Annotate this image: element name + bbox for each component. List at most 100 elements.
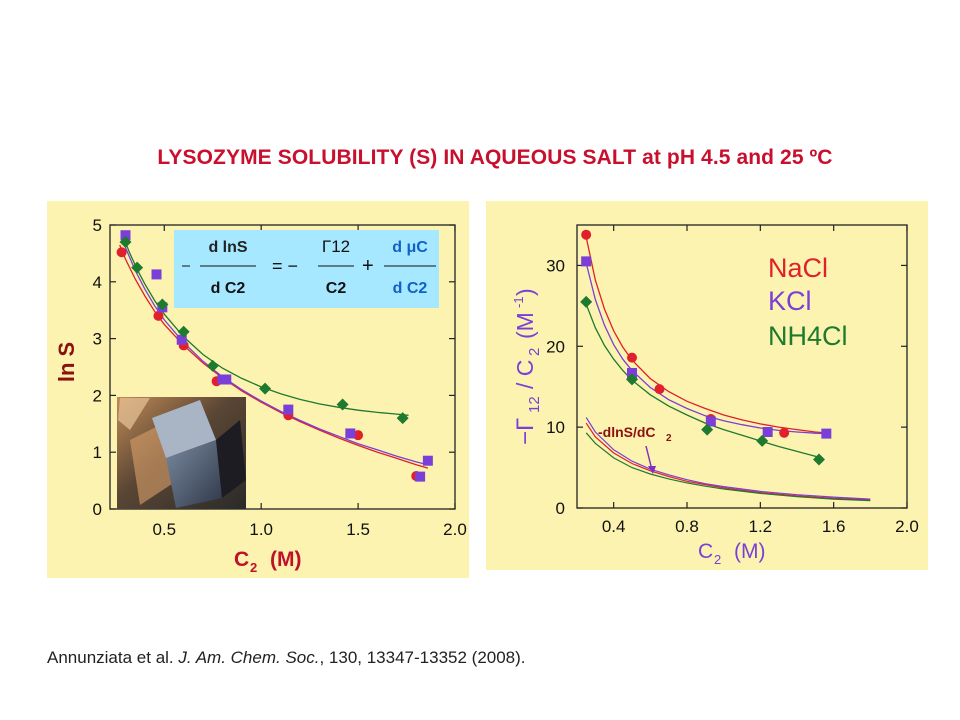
data-point-nacl <box>581 229 592 240</box>
right-y-axis-label: −Γ 12 / C 2 (M -1 ) <box>511 288 543 445</box>
data-point-nacl <box>116 247 127 258</box>
left-x-label-unit: (M) <box>270 548 301 571</box>
eq-rhs-denominator: d C2 <box>393 280 428 297</box>
right-x-axis-label: C 2 (M) <box>698 540 765 567</box>
eq-equals-minus: = − <box>272 256 298 276</box>
data-point-nh4cl <box>701 423 714 436</box>
eq-rhs-numerator: d μC <box>392 239 428 256</box>
y-tick-label: 0 <box>93 500 102 519</box>
x-tick-label: 1.5 <box>346 520 370 539</box>
y-tick-label: 20 <box>546 337 565 356</box>
y-tick-label: 3 <box>93 330 102 349</box>
right-x-label-subscript: 2 <box>714 552 721 567</box>
x-tick-label: 2.0 <box>443 520 467 539</box>
annotation-label-main: -dlnS/dC <box>598 424 656 440</box>
data-point-nh4cl <box>177 325 190 338</box>
right-y-label-over-c: / C <box>512 360 538 389</box>
data-point-nh4cl <box>580 295 593 308</box>
data-point-nh4cl <box>206 359 219 372</box>
data-point-nh4cl <box>756 434 769 447</box>
data-point-nh4cl <box>259 382 272 395</box>
right-axis-ticks: 0.4 0.8 1.2 1.6 2.0 0 10 20 30 <box>546 225 919 536</box>
right-x-label-c: C <box>698 540 713 563</box>
data-point-kcl <box>120 230 131 241</box>
fit-curve-kcl <box>120 233 429 466</box>
legend-kcl: KCl <box>768 286 812 316</box>
left-fit-curves <box>119 233 429 469</box>
right-y-label-subscript-12: 12 <box>526 396 543 413</box>
eq-mid-denominator: C2 <box>326 280 347 297</box>
left-y-axis-label: ln S <box>54 342 79 382</box>
data-point-nacl <box>153 310 164 321</box>
data-point-nh4cl <box>119 236 132 249</box>
right-y-label-exponent: -1 <box>511 296 526 308</box>
annotation-arrowhead <box>648 466 656 474</box>
legend-nh4cl: NH4Cl <box>768 321 848 351</box>
data-point-nh4cl <box>156 298 169 311</box>
right-derivative-curves <box>585 417 871 502</box>
crystal-photo-inset <box>117 397 246 509</box>
data-point-nh4cl <box>396 412 409 425</box>
right-plot-frame <box>576 224 908 509</box>
derivative-annotation: -dlnS/dC 2 <box>598 424 672 474</box>
chart-title: LYSOZYME SOLUBILITY (S) IN AQUEOUS SALT … <box>157 146 833 169</box>
crystal-highlight <box>118 398 150 430</box>
y-tick-label: 2 <box>93 386 102 405</box>
x-tick-label: 1.6 <box>822 517 846 536</box>
x-tick-label: 1.0 <box>249 520 273 539</box>
x-tick-label: 1.2 <box>749 517 773 536</box>
right-y-label-close: ) <box>512 288 538 296</box>
eq-plus: + <box>362 255 374 277</box>
data-point-kcl <box>627 367 637 378</box>
left-plot-frame <box>109 224 456 510</box>
data-point-kcl <box>705 416 716 427</box>
crystal-face-front <box>166 440 222 508</box>
derivative-curve-nacl <box>585 422 871 501</box>
x-tick-label: 0.4 <box>602 517 626 536</box>
data-point-nacl <box>353 430 364 441</box>
data-point-nh4cl <box>336 398 349 411</box>
data-point-nacl <box>627 352 637 363</box>
y-tick-label: 1 <box>93 443 102 462</box>
y-tick-label: 30 <box>546 256 565 275</box>
citation-journal: J. Am. Chem. Soc. <box>178 648 320 667</box>
data-point-nh4cl <box>131 261 144 274</box>
fit-curve-nacl <box>119 244 429 469</box>
crystal-face-top <box>152 400 216 458</box>
data-point-kcl <box>151 269 162 280</box>
x-tick-label: 2.0 <box>895 517 919 536</box>
data-point-kcl <box>345 428 356 439</box>
data-point-nh4cl <box>813 453 825 466</box>
equation-box: d lnS d C2 = − Γ12 C2 + d μC d C2 <box>174 230 439 308</box>
data-point-nacl <box>779 427 790 438</box>
data-point-kcl <box>221 374 232 385</box>
data-point-kcl <box>422 455 433 466</box>
equation-background <box>174 230 439 308</box>
data-point-nacl <box>654 384 665 395</box>
citation-details: , 130, 13347-13352 (2008). <box>319 648 526 667</box>
eq-mid-numerator: Γ12 <box>322 237 350 256</box>
eq-lhs-numerator: d lnS <box>208 239 247 256</box>
crystal-face-right <box>216 420 246 498</box>
data-point-kcl <box>762 426 773 437</box>
fit-curve-nh4cl <box>122 237 409 416</box>
data-point-kcl <box>283 404 294 415</box>
right-y-label-subscript-2: 2 <box>526 348 543 356</box>
x-tick-label: 0.8 <box>675 517 699 536</box>
left-x-axis-label: C 2 (M) <box>234 548 301 575</box>
data-point-kcl <box>821 428 832 439</box>
y-tick-label: 4 <box>93 273 102 292</box>
right-y-label-unit: (M <box>512 312 538 339</box>
derivative-curve-kcl <box>585 417 871 500</box>
fit-curve-nh4cl <box>585 303 821 459</box>
derivative-curve-nh4cl <box>585 432 871 502</box>
left-axis-ticks: 0.5 1.0 1.5 2.0 0 1 2 3 4 5 <box>93 216 467 539</box>
data-point-nh4cl <box>626 373 638 386</box>
eq-lhs-denominator: d C2 <box>211 280 246 297</box>
left-x-label-subscript: 2 <box>250 560 257 575</box>
data-point-kcl <box>415 471 426 482</box>
x-tick-label: 0.5 <box>152 520 176 539</box>
right-x-label-unit: (M) <box>734 540 765 563</box>
